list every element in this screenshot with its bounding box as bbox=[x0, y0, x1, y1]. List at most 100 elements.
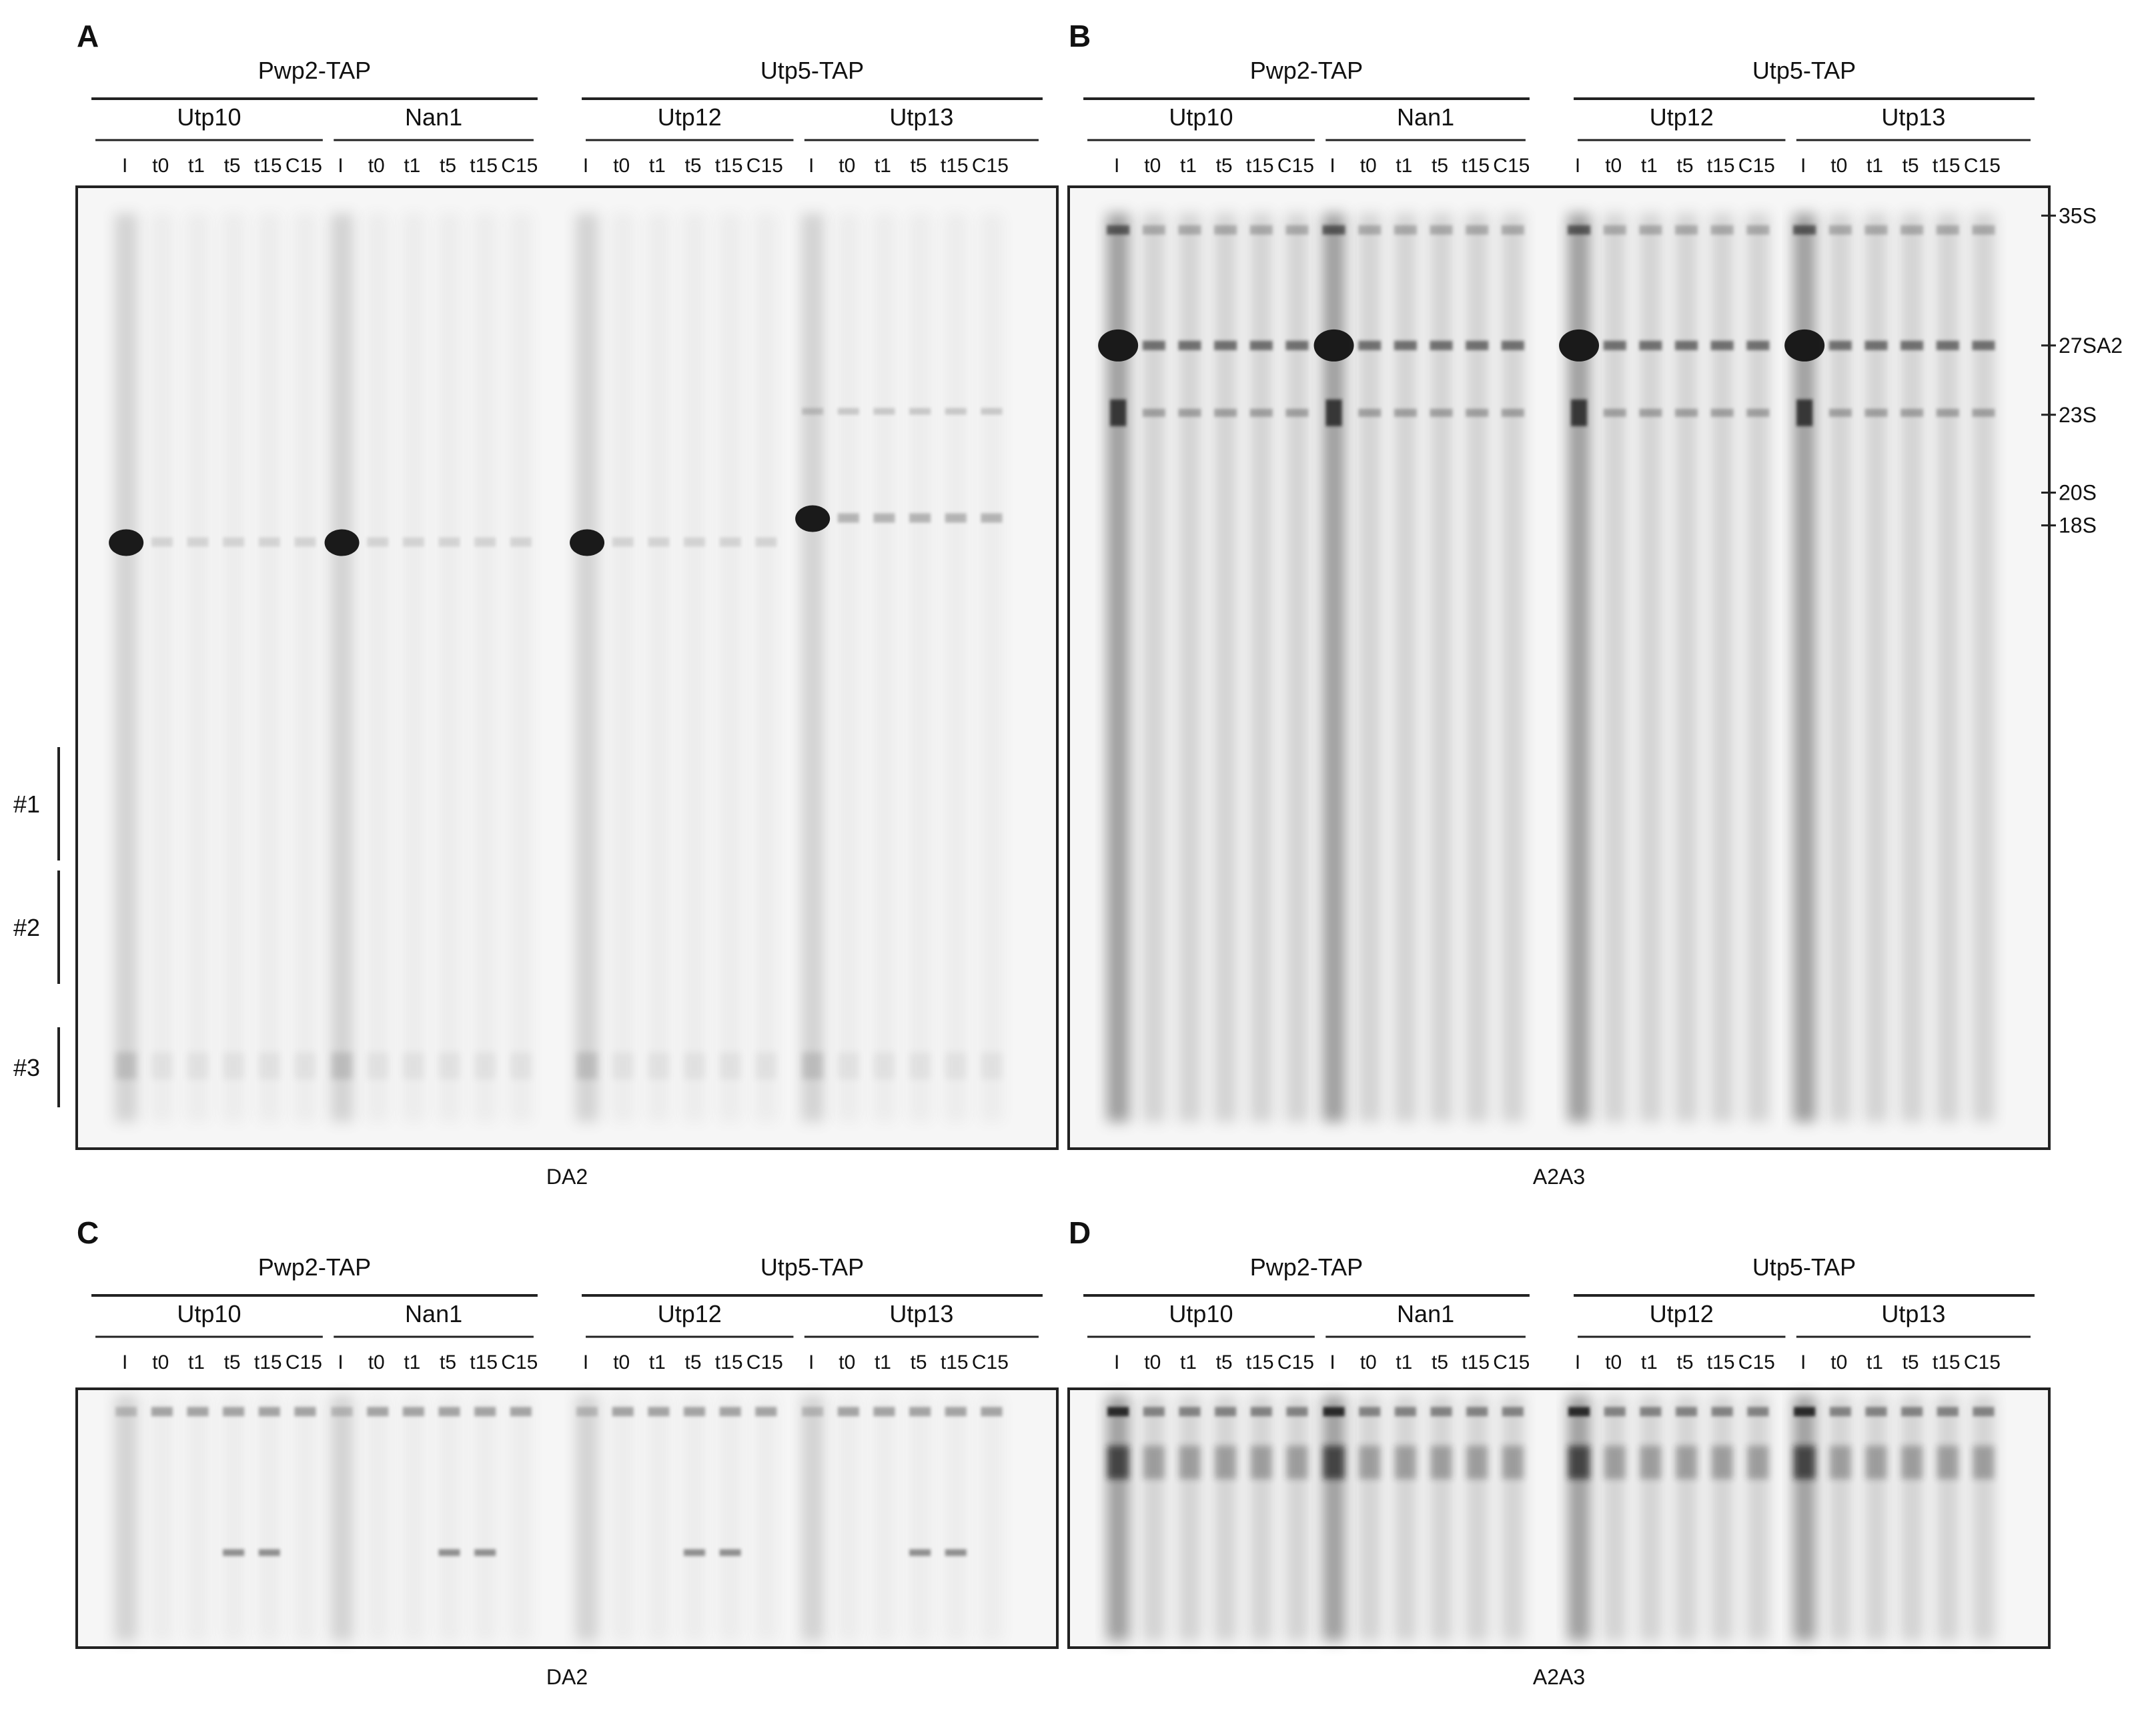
region-label: #3 bbox=[13, 1054, 40, 1081]
band-23s-faint bbox=[1864, 408, 1888, 417]
band-35s bbox=[1285, 225, 1309, 235]
lane-label: t1 bbox=[1866, 155, 1883, 177]
lane-label: t5 bbox=[440, 1351, 456, 1373]
lane-smear bbox=[1864, 1395, 1888, 1641]
band-top bbox=[648, 1407, 670, 1417]
band-27sa2-faint bbox=[1972, 340, 1995, 350]
lane-label: t15 bbox=[1462, 155, 1490, 177]
band-top bbox=[1604, 1407, 1626, 1417]
panel-header: C Pwp2-TAP Utp5-TAP Utp10 Nan1 Utp12 Utp13 I t0 t… bbox=[77, 1215, 1043, 1373]
lane-smear bbox=[1901, 213, 1924, 1122]
band-35s bbox=[1501, 225, 1524, 235]
lane-label: C15 bbox=[1738, 1351, 1775, 1373]
band-top bbox=[1794, 1407, 1816, 1417]
band-23s bbox=[1110, 399, 1127, 426]
lane-smear bbox=[257, 1395, 281, 1641]
lane-label: t5 bbox=[1903, 1351, 1919, 1373]
target-label: Utp13 bbox=[1881, 103, 1945, 131]
band-smear bbox=[1640, 1446, 1662, 1480]
lane-label: C15 bbox=[501, 1351, 538, 1373]
band-top bbox=[1286, 1407, 1308, 1417]
lane-smear bbox=[1675, 1395, 1698, 1641]
band-faint bbox=[755, 537, 777, 547]
band-35s bbox=[1568, 225, 1591, 235]
lane-label: t5 bbox=[224, 155, 241, 177]
bait-label: Pwp2-TAP bbox=[258, 57, 371, 84]
lane-smear bbox=[115, 1395, 138, 1641]
target-label: Utp10 bbox=[1169, 1300, 1233, 1327]
lane-smear bbox=[576, 1395, 599, 1641]
lane-smear bbox=[330, 1395, 354, 1641]
lane-label: C15 bbox=[286, 1351, 322, 1373]
band-27sa2-faint bbox=[1249, 340, 1273, 350]
lane-smear bbox=[1710, 213, 1734, 1122]
lane-smear bbox=[1178, 213, 1201, 1122]
band-35s bbox=[1107, 225, 1130, 235]
lane-smear bbox=[1746, 213, 1770, 1122]
band-35s bbox=[1746, 225, 1770, 235]
lane-label: t1 bbox=[1180, 155, 1197, 177]
band-top bbox=[1937, 1407, 1959, 1417]
lane-smear bbox=[150, 1395, 173, 1641]
lane-smear bbox=[1568, 1395, 1591, 1641]
band-low bbox=[258, 1549, 280, 1556]
lane-label: t0 bbox=[839, 1351, 855, 1373]
panel-letter: A bbox=[77, 19, 99, 53]
lane-label: t0 bbox=[1605, 155, 1622, 177]
lane-smear bbox=[402, 1395, 425, 1641]
lane-smear bbox=[801, 1395, 825, 1641]
lane-label: t15 bbox=[1933, 155, 1961, 177]
band-top bbox=[684, 1407, 706, 1417]
lane-smear bbox=[1639, 213, 1662, 1122]
band-top bbox=[945, 1407, 967, 1417]
lane-label: t5 bbox=[440, 155, 456, 177]
lane-smear bbox=[1394, 1395, 1417, 1641]
target-label: Nan1 bbox=[405, 1300, 462, 1327]
lane-label: t5 bbox=[1676, 1351, 1693, 1373]
fragment-blob bbox=[802, 1052, 824, 1079]
band-27sa2-faint bbox=[1178, 340, 1201, 350]
marker-label: 27SA2 bbox=[2059, 334, 2123, 358]
lane-smear bbox=[1793, 1395, 1816, 1641]
lane-smear bbox=[1603, 213, 1626, 1122]
lane-smear bbox=[1568, 213, 1591, 1122]
band-27sa2-faint bbox=[1675, 340, 1698, 350]
band-top bbox=[802, 1407, 824, 1417]
band-faint bbox=[873, 513, 895, 523]
lane-smear bbox=[718, 213, 742, 1122]
band-top bbox=[576, 1407, 598, 1417]
fragment-blob bbox=[258, 1052, 280, 1079]
band-top bbox=[1502, 1407, 1524, 1417]
lane-smear bbox=[1358, 1395, 1382, 1641]
lane-smear bbox=[1603, 1395, 1626, 1641]
panel-header: A Pwp2-TAP Utp5-TAP Utp10 Nan1 Utp12 Utp13 I t0 t… bbox=[77, 19, 1043, 177]
lane-smear bbox=[186, 213, 209, 1122]
lane-label: t5 bbox=[1216, 1351, 1233, 1373]
lane-smear bbox=[257, 213, 281, 1122]
lane-label: t0 bbox=[613, 155, 630, 177]
lane-smear bbox=[576, 213, 599, 1122]
target-label: Utp10 bbox=[177, 1300, 241, 1327]
band-35s bbox=[1639, 225, 1662, 235]
band-top bbox=[115, 1407, 137, 1417]
lane-label: I bbox=[122, 155, 127, 177]
band-faint bbox=[837, 513, 859, 523]
band-35s bbox=[1394, 225, 1417, 235]
band-faint bbox=[648, 537, 670, 547]
lane-label: t15 bbox=[254, 1351, 282, 1373]
lane-label: t5 bbox=[1432, 1351, 1448, 1373]
lane-label: t0 bbox=[1830, 155, 1847, 177]
band-top bbox=[981, 1407, 1003, 1417]
lane-smear bbox=[1793, 213, 1816, 1122]
band-23s-faint bbox=[1675, 408, 1698, 417]
lane-label: C15 bbox=[1964, 155, 2001, 177]
bait-label: Pwp2-TAP bbox=[1250, 1253, 1363, 1281]
band-smear bbox=[1711, 1446, 1733, 1480]
band-top bbox=[755, 1407, 777, 1417]
lane-label: t5 bbox=[224, 1351, 241, 1373]
lane-label: t0 bbox=[1605, 1351, 1622, 1373]
band-faint bbox=[151, 537, 173, 547]
lane-smear bbox=[474, 1395, 497, 1641]
lane-label: I bbox=[808, 155, 814, 177]
